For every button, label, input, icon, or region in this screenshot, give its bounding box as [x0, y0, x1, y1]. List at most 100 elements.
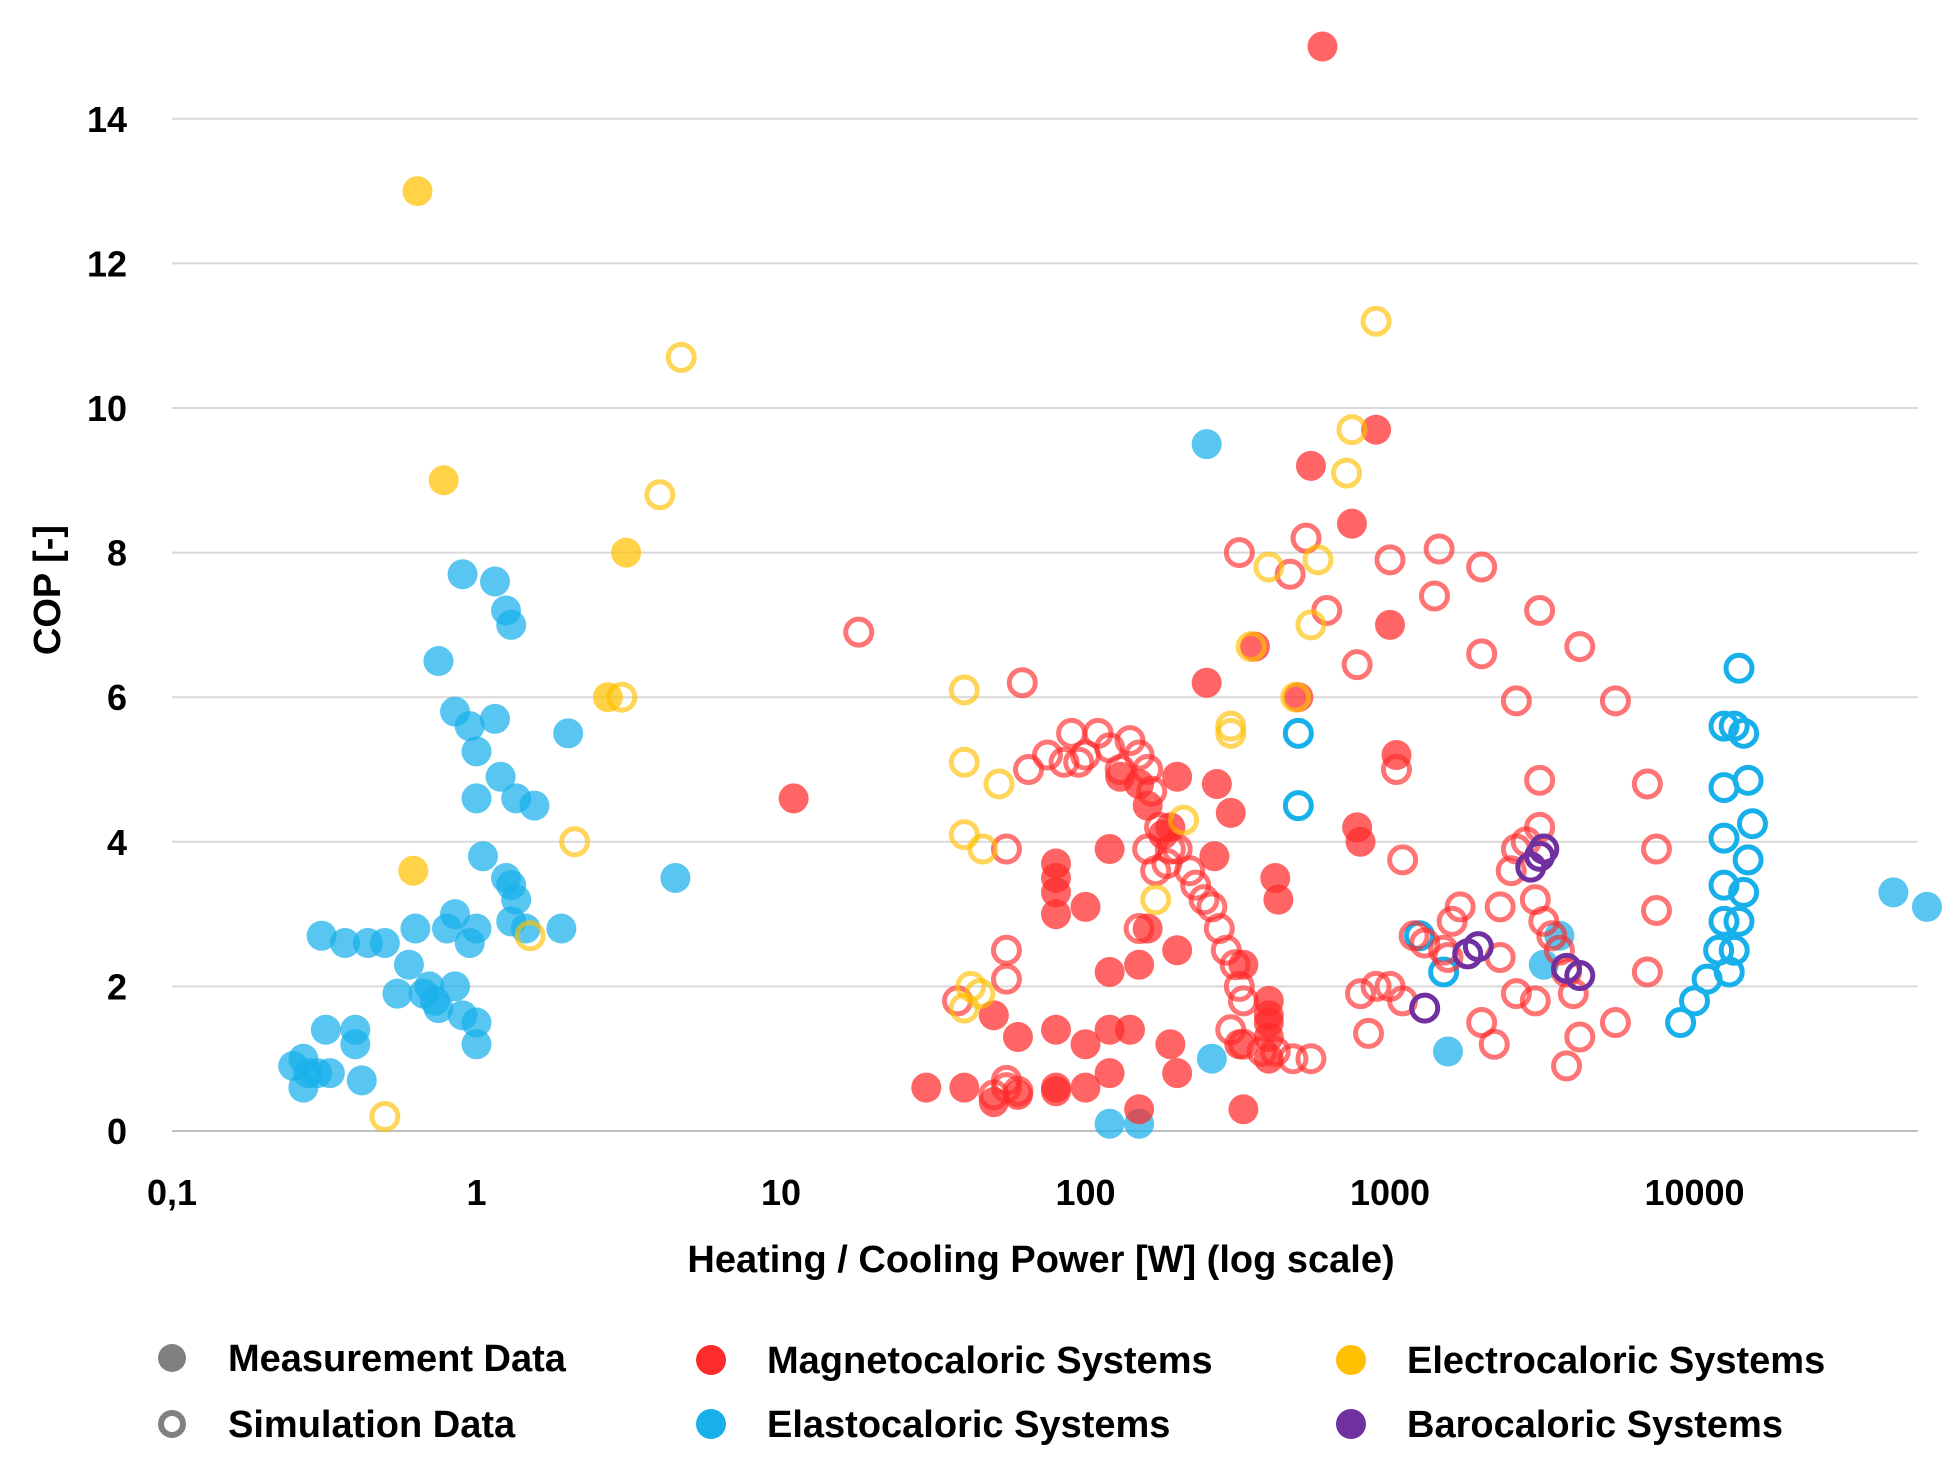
- data-point: [1105, 761, 1136, 792]
- data-point: [346, 1065, 377, 1096]
- data-point: [1070, 891, 1101, 922]
- data-point: [461, 1007, 492, 1038]
- data-point: [1295, 450, 1326, 481]
- legend-label-barocaloric: Barocaloric Systems: [1407, 1404, 1783, 1446]
- data-point: [1191, 429, 1222, 460]
- legend-item-magnetocaloric: Magnetocaloric Systems: [696, 1340, 1213, 1382]
- data-point: [1564, 631, 1596, 663]
- data-point: [1387, 844, 1419, 876]
- data-point: [1732, 764, 1764, 796]
- data-point: [1031, 739, 1063, 771]
- y-tick-labels: 0 2 4 6 8 10 12 14: [87, 99, 127, 1152]
- data-point: [1478, 1028, 1510, 1060]
- data-point: [369, 1101, 401, 1133]
- y-tick-label: 10: [87, 388, 127, 429]
- data-point: [1063, 746, 1095, 778]
- data-point: [948, 992, 980, 1024]
- data-point: [479, 566, 510, 597]
- data-point: [1409, 927, 1441, 959]
- data-point: [948, 674, 980, 706]
- data-point: [1728, 876, 1760, 908]
- data-point: [1140, 855, 1172, 887]
- data-points: [278, 31, 1942, 1139]
- data-point: [1519, 985, 1551, 1017]
- data-point: [514, 920, 546, 952]
- data-point: [1344, 978, 1376, 1010]
- data-point: [1728, 717, 1760, 749]
- data-point: [393, 949, 424, 980]
- data-point: [1094, 1058, 1125, 1089]
- data-point: [1466, 551, 1498, 583]
- data-point: [1528, 833, 1560, 865]
- y-tick-label: 0: [107, 1111, 127, 1152]
- data-point: [1227, 985, 1259, 1017]
- data-point: [440, 971, 471, 1002]
- gridlines: [172, 117, 1918, 988]
- legend-marker-magnetocaloric: [696, 1345, 726, 1375]
- data-point: [1524, 764, 1556, 796]
- data-point: [1124, 949, 1155, 980]
- data-point: [1253, 1022, 1284, 1053]
- data-point: [1409, 992, 1441, 1024]
- data-point: [454, 711, 485, 742]
- data-point: [1723, 652, 1755, 684]
- data-point: [1428, 956, 1460, 988]
- data-point: [1259, 1035, 1291, 1067]
- legend-label-elastocaloric: Elastocaloric Systems: [767, 1404, 1170, 1446]
- data-point: [400, 913, 431, 944]
- data-point: [1094, 956, 1125, 987]
- data-point: [1162, 1058, 1193, 1089]
- data-point: [1631, 956, 1663, 988]
- data-point: [990, 934, 1022, 966]
- y-tick-label: 6: [107, 677, 127, 718]
- data-point: [1140, 884, 1172, 916]
- data-point: [1123, 913, 1155, 945]
- data-point: [461, 783, 492, 814]
- data-point: [1466, 638, 1498, 670]
- data-point: [310, 1014, 341, 1045]
- data-point: [314, 1058, 345, 1089]
- x-tick-label: 1000: [1350, 1172, 1430, 1213]
- x-tick-label: 10: [761, 1172, 801, 1213]
- data-point: [1136, 775, 1168, 807]
- x-tick-label: 1: [466, 1172, 486, 1213]
- data-point: [1380, 754, 1412, 785]
- data-point: [949, 1072, 980, 1103]
- data-point: [1040, 1076, 1071, 1107]
- data-point: [1263, 884, 1294, 915]
- data-point: [1191, 667, 1222, 698]
- legend-item-simulation: Simulation Data: [158, 1404, 516, 1446]
- series-barocaloric-simulation: [1409, 833, 1596, 1024]
- data-point: [660, 862, 691, 893]
- data-point: [1253, 551, 1285, 583]
- data-point: [1631, 768, 1663, 800]
- y-axis-label: COP [-]: [27, 525, 69, 655]
- data-point: [1375, 609, 1405, 640]
- x-tick-label: 10000: [1644, 1172, 1744, 1213]
- data-point: [1723, 905, 1755, 937]
- data-point: [1201, 768, 1232, 799]
- data-point: [1094, 1014, 1125, 1045]
- data-point: [306, 920, 337, 951]
- data-point: [1006, 667, 1038, 699]
- data-point: [1564, 960, 1596, 992]
- data-point: [1040, 877, 1071, 908]
- legend-label-electrocaloric: Electrocaloric Systems: [1407, 1340, 1825, 1382]
- data-point: [428, 465, 459, 496]
- data-point: [1640, 894, 1672, 926]
- data-point: [447, 559, 478, 590]
- series-electrocaloric-simulation: [369, 305, 1392, 1133]
- data-point: [423, 646, 454, 677]
- data-point: [423, 993, 454, 1024]
- legend-marker-barocaloric: [1336, 1409, 1366, 1439]
- data-point: [1124, 1094, 1155, 1125]
- data-point: [496, 609, 527, 640]
- x-tick-labels: 0,1 1 10 100 1000 10000: [147, 1172, 1745, 1213]
- data-point: [440, 899, 471, 930]
- data-point: [1311, 594, 1343, 626]
- data-point: [1342, 812, 1373, 843]
- data-point: [1331, 457, 1363, 489]
- data-point: [1280, 681, 1312, 713]
- data-point: [948, 746, 980, 778]
